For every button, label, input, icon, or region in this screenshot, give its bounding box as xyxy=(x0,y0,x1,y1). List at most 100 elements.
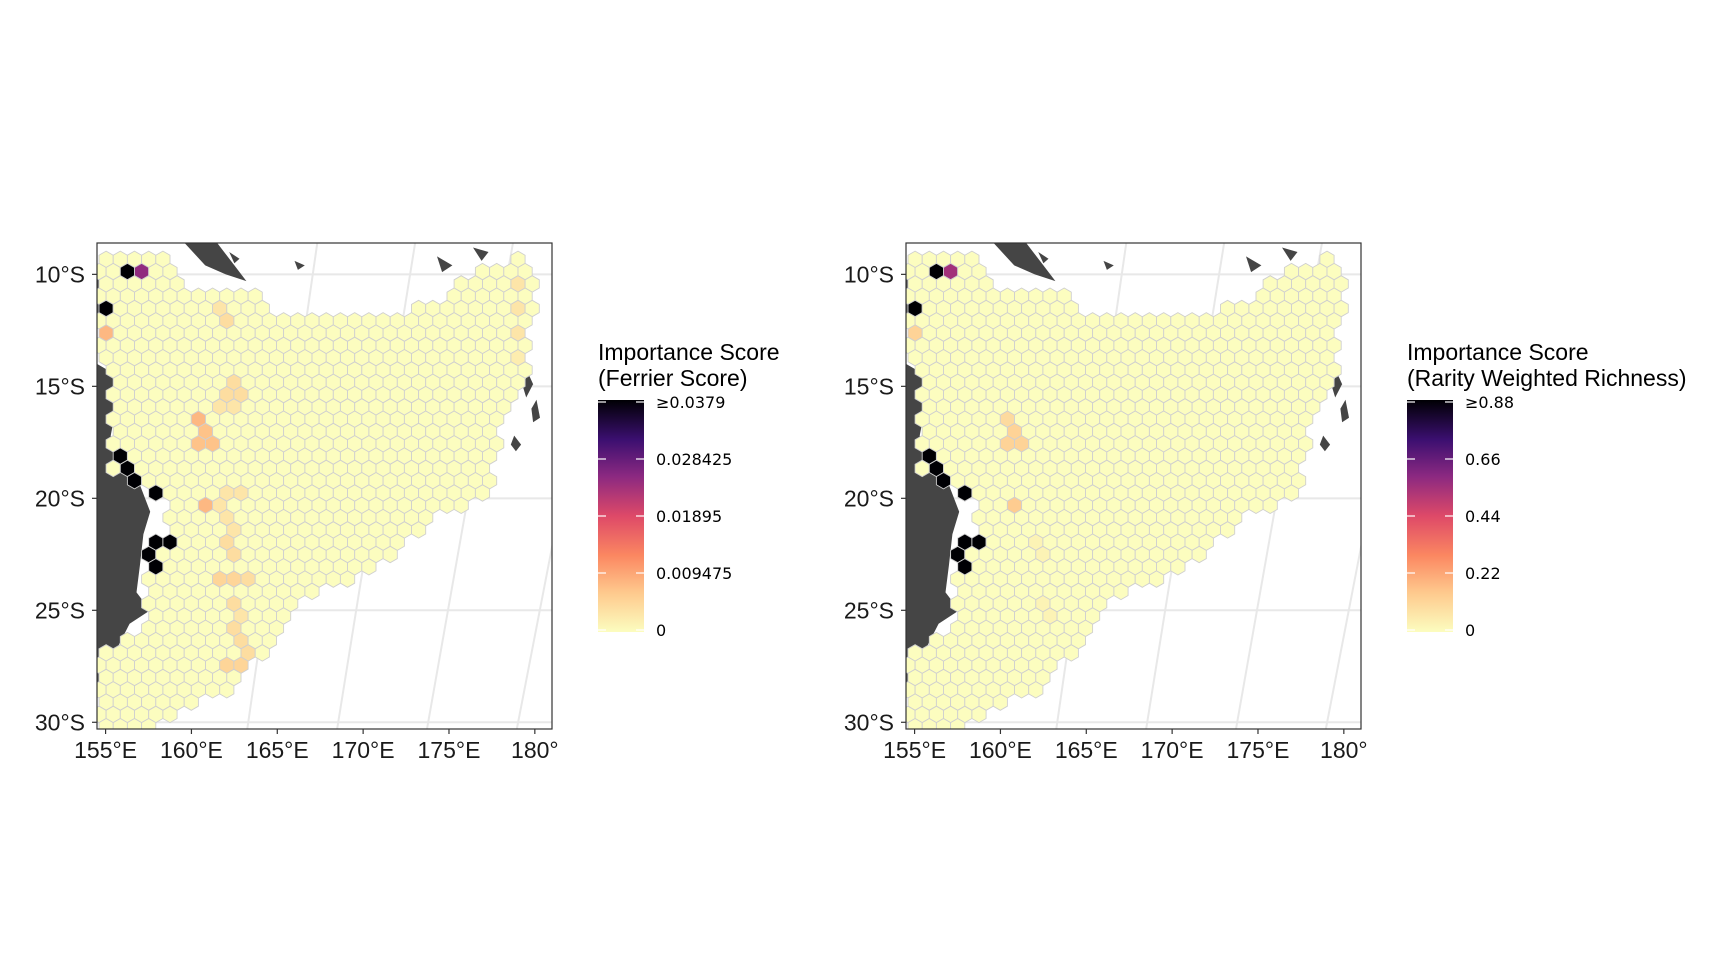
legend-title-line2: (Rarity Weighted Richness) xyxy=(1407,365,1687,391)
hex-cell xyxy=(935,717,952,729)
y-tick-label: 20°S xyxy=(35,485,85,511)
land-shape xyxy=(993,243,1056,282)
hex-cell xyxy=(474,484,491,502)
hex-cell xyxy=(112,717,128,729)
colorbar-tick-label: 0 xyxy=(656,621,666,640)
legend-title-line2: (Ferrier Score) xyxy=(598,365,748,391)
hex-cell xyxy=(183,693,199,711)
x-tick-label: 160°E xyxy=(969,737,1032,763)
x-tick-label: 180° xyxy=(511,737,559,763)
hexagon-grid xyxy=(906,250,1349,729)
hex-cell xyxy=(1191,545,1207,564)
hex-cell xyxy=(439,496,455,515)
colorbar-tick-label: ≥0.0379 xyxy=(656,393,725,412)
colorbar-tick-label: 0.66 xyxy=(1465,450,1501,469)
land-shape xyxy=(97,363,151,729)
graticule-line xyxy=(515,541,552,729)
colorbar-tick-label: 0.22 xyxy=(1465,564,1501,583)
x-tick-label: 155°E xyxy=(74,737,137,763)
land-shape xyxy=(184,243,247,282)
land-shape xyxy=(1282,247,1298,261)
hex-cell xyxy=(1028,681,1044,699)
colorbar-ticks: ≥0.88 0.66 0.44 0.22 0 xyxy=(1407,393,1514,640)
y-tick-label: 30°S xyxy=(35,709,85,735)
hex-cell xyxy=(382,545,398,564)
hex-cell xyxy=(950,717,966,729)
land-shape xyxy=(510,435,522,452)
y-tick-label: 15°S xyxy=(35,373,85,399)
y-tick-label: 30°S xyxy=(844,709,894,735)
land-shape xyxy=(1331,372,1343,398)
hex-cell xyxy=(219,681,235,699)
hex-cell xyxy=(141,717,157,729)
y-tick-label: 25°S xyxy=(844,597,894,623)
hex-cell xyxy=(1014,681,1030,699)
colorbar-ticks: ≥0.0379 0.028425 0.01895 0.009475 0 xyxy=(598,393,732,640)
hex-cell xyxy=(126,717,143,729)
land-shape xyxy=(229,252,240,264)
colorbar-tick-label: ≥0.88 xyxy=(1465,393,1514,412)
x-tick-label: 170°E xyxy=(1141,737,1204,763)
land-shape xyxy=(473,247,489,261)
hex-cell xyxy=(921,717,937,729)
hex-cell xyxy=(148,484,164,502)
x-tick-label: 155°E xyxy=(883,737,946,763)
land-shape xyxy=(437,256,453,273)
hex-cell xyxy=(957,484,973,502)
land-shape xyxy=(1246,256,1262,273)
land-shape xyxy=(1038,252,1049,264)
y-tick-label: 10°S xyxy=(844,261,894,287)
legend-title-line1: Importance Score xyxy=(1407,339,1589,365)
hex-cell xyxy=(339,570,356,588)
colorbar-tick-label: 0.028425 xyxy=(656,450,732,469)
land-shape xyxy=(294,260,305,270)
x-tick-label: 160°E xyxy=(160,737,223,763)
y-axis-ticks: 10°S 15°S 20°S 25°S 30°S xyxy=(35,261,97,735)
hex-cell xyxy=(992,693,1008,711)
y-tick-label: 10°S xyxy=(35,261,85,287)
hex-cell xyxy=(411,521,427,539)
x-axis-ticks: 155°E 160°E 165°E 170°E 175°E 180° xyxy=(883,729,1368,763)
x-axis-ticks: 155°E 160°E 165°E 170°E 175°E 180° xyxy=(74,729,559,763)
hex-cell xyxy=(162,705,178,724)
land-shape xyxy=(906,363,960,729)
legend-rwr: Importance Score (Rarity Weighted Richne… xyxy=(1407,339,1687,640)
legend-title-line1: Importance Score xyxy=(598,339,780,365)
x-tick-label: 165°E xyxy=(246,737,309,763)
map-border xyxy=(96,242,553,730)
hex-cell xyxy=(1170,558,1186,576)
hex-cell xyxy=(1113,582,1129,601)
hex-cell xyxy=(935,471,952,490)
hex-cell xyxy=(453,496,469,515)
x-tick-label: 175°E xyxy=(1227,737,1290,763)
hex-cell xyxy=(914,459,930,478)
hex-cell xyxy=(1134,570,1150,588)
colorbar-tick-label: 0.44 xyxy=(1465,507,1501,526)
x-tick-label: 170°E xyxy=(332,737,395,763)
y-tick-label: 15°S xyxy=(844,373,894,399)
hex-cell xyxy=(304,582,320,601)
hex-cell xyxy=(971,705,987,724)
y-tick-label: 20°S xyxy=(844,485,894,511)
hex-cell xyxy=(361,558,377,576)
colorbar-tick-label: 0.01895 xyxy=(656,507,722,526)
land-shape xyxy=(1340,399,1349,423)
map-panel-rwr: 155°E 160°E 165°E 170°E 175°E 180° 10°S 15°S 20… xyxy=(844,242,1368,763)
x-tick-label: 175°E xyxy=(418,737,481,763)
colorbar-tick-label: 0 xyxy=(1465,621,1475,640)
y-tick-label: 25°S xyxy=(35,597,85,623)
land-shape xyxy=(531,399,540,423)
hexagon-grid xyxy=(97,250,540,729)
legend-ferrier: Importance Score (Ferrier Score) ≥0.0379… xyxy=(598,339,780,640)
hex-cell xyxy=(126,471,143,490)
graticule-line xyxy=(1324,541,1361,729)
hex-cell xyxy=(254,644,270,662)
land-shape xyxy=(522,372,534,398)
hex-cell xyxy=(1248,496,1264,515)
hex-cell xyxy=(325,570,341,588)
hex-cell xyxy=(1220,521,1236,539)
hex-cell xyxy=(1148,570,1165,588)
hex-cell xyxy=(1063,644,1079,662)
map-panel-ferrier: 155°E 160°E 165°E 170°E 175°E 180° 10°S 15°S 20… xyxy=(35,242,559,763)
hex-cell xyxy=(205,681,221,699)
